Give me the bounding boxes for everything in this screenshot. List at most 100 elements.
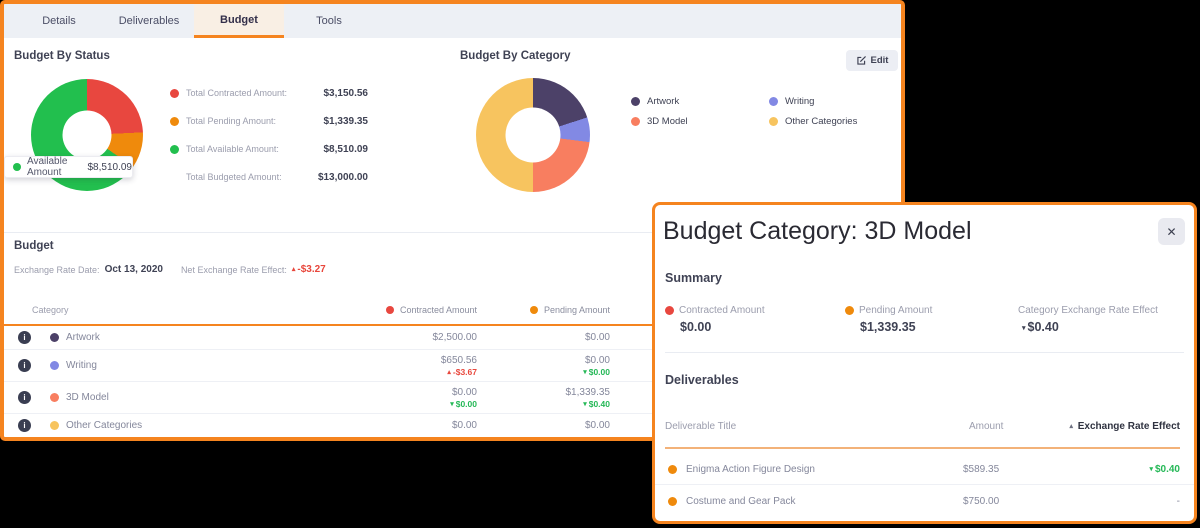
edit-button[interactable]: Edit bbox=[846, 50, 898, 71]
contracted-exchange-effect: ▴ -$3.67 bbox=[447, 366, 477, 377]
available-dot-icon bbox=[13, 163, 21, 171]
pending-amount: $0.00 bbox=[584, 420, 610, 431]
modal-divider bbox=[665, 352, 1184, 353]
budget-by-status-title: Budget By Status bbox=[14, 50, 110, 62]
contracted-amount: $650.56 bbox=[440, 354, 477, 366]
tab-bar: Details Deliverables Budget Tools bbox=[4, 4, 901, 38]
table-row-writing[interactable]: i Writing $650.56 ▴ -$3.67 $0.00 ▾ $0.00 bbox=[4, 350, 901, 382]
tooltip-label: Available Amount bbox=[27, 156, 68, 178]
category-name: Other Categories bbox=[66, 420, 143, 431]
summary-label: Contracted Amount bbox=[679, 305, 765, 316]
deliverable-row-costume[interactable]: Costume and Gear Pack $750.00 - bbox=[655, 486, 1194, 516]
chart-tooltip: Available Amount $8,510.09 bbox=[4, 156, 133, 178]
writing-dot-icon bbox=[769, 97, 778, 106]
deliverables-header-underline bbox=[665, 447, 1180, 449]
tab-budget[interactable]: Budget bbox=[194, 4, 284, 38]
info-icon[interactable]: i bbox=[18, 359, 31, 372]
pending-amount: $0.00 bbox=[584, 354, 610, 366]
budget-table-header: Category Contracted Amount Pending Amoun… bbox=[4, 298, 901, 322]
legend-value: $1,339.35 bbox=[323, 115, 369, 127]
edit-pencil-icon bbox=[856, 56, 866, 65]
amount-column-header: Amount bbox=[969, 421, 1004, 432]
3d-model-dot-icon bbox=[631, 117, 640, 126]
budget-category-modal: Budget Category: 3D Model ✕ Summary Cont… bbox=[652, 202, 1197, 524]
summary-exchange-rate-effect: Category Exchange Rate Effect ▾ $0.40 bbox=[1018, 305, 1158, 334]
up-triangle-icon: ▴ bbox=[291, 266, 296, 273]
deliverable-amount: $750.00 bbox=[963, 495, 1000, 507]
sort-ascending-icon: ▴ bbox=[1069, 423, 1073, 430]
budget-table-body: i Artwork $2,500.00 $0.00 i Writing $650… bbox=[4, 326, 901, 437]
contracted-amount: $0.00 bbox=[451, 420, 477, 431]
net-exchange-rate-effect-label: Net Exchange Rate Effect: bbox=[180, 264, 287, 275]
exchange-rate-date-value: Oct 13, 2020 bbox=[104, 264, 163, 275]
legend-value: $3,150.56 bbox=[323, 87, 369, 99]
legend-label: Other Categories bbox=[785, 116, 858, 127]
summary-value: $0.00 bbox=[680, 320, 712, 334]
donut-hole bbox=[62, 110, 112, 160]
down-triangle-icon: ▾ bbox=[450, 400, 454, 408]
deliverable-row-enigma[interactable]: Enigma Action Figure Design $589.35 ▾ $0.… bbox=[655, 455, 1194, 485]
down-triangle-icon: ▾ bbox=[583, 400, 587, 408]
category-name: Writing bbox=[66, 360, 97, 371]
tab-details[interactable]: Details bbox=[42, 15, 76, 27]
pending-column-header: Pending Amount bbox=[477, 305, 610, 315]
deliverables-heading: Deliverables bbox=[665, 373, 739, 387]
tab-deliverables[interactable]: Deliverables bbox=[118, 15, 180, 27]
pending-amount: $1,339.35 bbox=[565, 386, 611, 398]
legend-label: Total Available Amount: bbox=[186, 144, 279, 154]
tab-tools[interactable]: Tools bbox=[316, 15, 342, 27]
down-triangle-icon: ▾ bbox=[1022, 325, 1026, 332]
legend-item-artwork: Artwork bbox=[631, 96, 679, 107]
deliverable-title-column-header: Deliverable Title bbox=[665, 421, 737, 432]
info-icon[interactable]: i bbox=[18, 331, 31, 344]
category-column-header: Category bbox=[32, 305, 69, 315]
legend-row-budgeted: Total Budgeted Amount: $13,000.00 bbox=[170, 163, 368, 191]
down-triangle-icon: ▾ bbox=[583, 368, 587, 376]
exchange-rate-date-label: Exchange Rate Date: bbox=[14, 264, 100, 275]
legend-row-contracted: Total Contracted Amount: $3,150.56 bbox=[170, 79, 368, 107]
summary-value: $1,339.35 bbox=[860, 320, 916, 334]
deliverable-exchange-effect: - bbox=[1176, 495, 1180, 507]
table-row-3d-model[interactable]: i 3D Model $0.00 ▾ $0.00 $1,339.35 ▾ $0.40 bbox=[4, 382, 901, 414]
legend-label: Total Budgeted Amount: bbox=[186, 172, 282, 182]
deliverable-exchange-effect: ▾ $0.40 bbox=[1149, 464, 1180, 475]
category-name: Artwork bbox=[66, 332, 100, 343]
budget-by-category-donut-chart[interactable] bbox=[476, 78, 590, 192]
legend-value: $8,510.09 bbox=[323, 143, 369, 155]
info-icon[interactable]: i bbox=[18, 391, 31, 404]
section-divider bbox=[4, 232, 901, 233]
pending-exchange-effect: ▾ $0.40 bbox=[583, 398, 610, 409]
close-button[interactable]: ✕ bbox=[1158, 218, 1185, 245]
category-name: 3D Model bbox=[66, 392, 109, 403]
contracted-amount: $0.00 bbox=[451, 386, 477, 398]
down-triangle-icon: ▾ bbox=[1149, 466, 1153, 473]
budget-by-category-title: Budget By Category bbox=[460, 50, 571, 62]
budget-section-title: Budget bbox=[14, 240, 54, 252]
tooltip-value: $8,510.09 bbox=[87, 161, 133, 173]
deliverables-table-header: Deliverable Title Amount ▴ Exchange Rate… bbox=[655, 421, 1194, 437]
legend-label: Total Pending Amount: bbox=[186, 116, 277, 126]
info-icon[interactable]: i bbox=[18, 419, 31, 432]
legend-row-pending: Total Pending Amount: $1,339.35 bbox=[170, 107, 368, 135]
deliverable-amount: $589.35 bbox=[963, 464, 1000, 475]
table-row-artwork[interactable]: i Artwork $2,500.00 $0.00 bbox=[4, 326, 901, 350]
writing-dot-icon bbox=[50, 361, 59, 370]
legend-item-3d-model: 3D Model bbox=[631, 116, 688, 127]
legend-item-other-categories: Other Categories bbox=[769, 116, 857, 127]
summary-contracted: Contracted Amount $0.00 bbox=[665, 305, 765, 334]
summary-label: Category Exchange Rate Effect bbox=[1018, 305, 1158, 316]
pending-amount: $0.00 bbox=[584, 332, 610, 343]
net-exchange-rate-effect-value: ▴ -$3.27 bbox=[291, 264, 326, 275]
exchange-rate-effect-column-header[interactable]: ▴ Exchange Rate Effect bbox=[1069, 421, 1180, 432]
close-icon: ✕ bbox=[1166, 224, 1177, 239]
summary-pending: Pending Amount $1,339.35 bbox=[845, 305, 932, 334]
deliverable-dot-icon bbox=[668, 465, 677, 474]
table-row-other-categories[interactable]: i Other Categories $0.00 $0.00 bbox=[4, 414, 901, 437]
status-legend: Total Contracted Amount: $3,150.56 Total… bbox=[170, 79, 368, 191]
exchange-rate-meta: Exchange Rate Date: Oct 13, 2020 Net Exc… bbox=[14, 264, 326, 275]
available-dot-icon bbox=[170, 144, 179, 154]
legend-label: Artwork bbox=[647, 96, 680, 107]
summary-value: ▾ $0.40 bbox=[1022, 320, 1059, 334]
contracted-dot-icon bbox=[665, 306, 674, 315]
